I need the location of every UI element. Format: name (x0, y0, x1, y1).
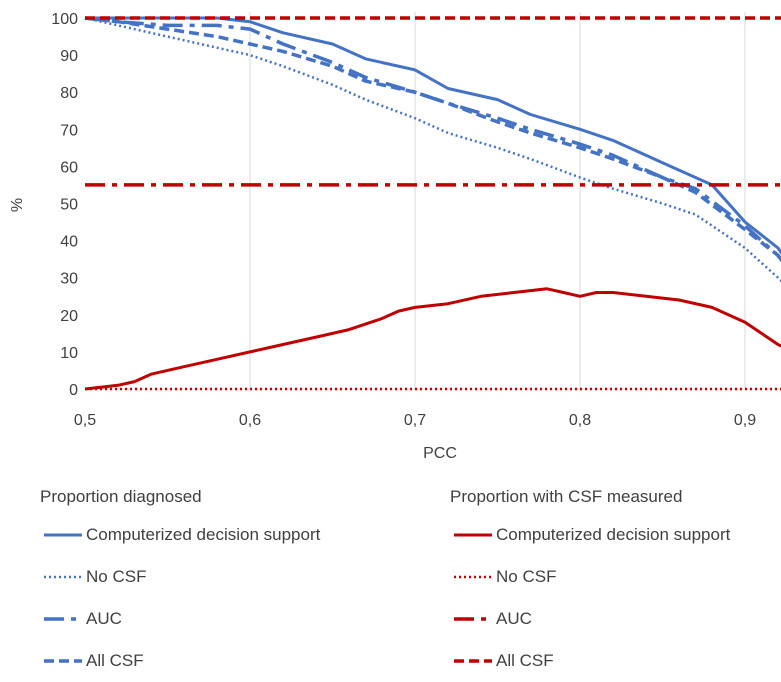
legend-label: AUC (496, 609, 532, 628)
legend-label: All CSF (496, 651, 554, 670)
y-tick-label: 80 (60, 85, 78, 102)
plot-lines (84, 16, 781, 391)
legend-swatch (454, 659, 492, 663)
diagnosed-series-no-csf (84, 16, 781, 283)
x-tick-label: 0,9 (734, 412, 756, 429)
tick-labels: 0,5 0,6 0,7 0,8 0,9 0 10 20 30 40 50 60 70 80 90 100 (51, 11, 756, 429)
legend-swatch (44, 617, 82, 621)
legend-item: No CSF (40, 556, 320, 598)
x-tick-label: 0,6 (239, 412, 261, 429)
legend-label: Computerized decision support (86, 525, 321, 544)
y-tick-label: 70 (60, 122, 78, 139)
diagnosed-series-computerized-decision-support (85, 16, 781, 255)
legend-label: Computerized decision support (496, 525, 731, 544)
y-tick-label: 10 (60, 345, 78, 362)
legend-proportion-diagnosed: Proportion diagnosed Computerized decisi… (40, 480, 320, 682)
legend-swatch (454, 617, 492, 621)
x-tick-label: 0,5 (74, 412, 96, 429)
legend-item: AUC (450, 598, 730, 640)
legend-label: AUC (86, 609, 122, 628)
y-axis-title: % (9, 198, 26, 212)
legend-swatch (454, 575, 492, 579)
legend-item: All CSF (450, 640, 730, 682)
y-tick-label: 60 (60, 159, 78, 176)
y-tick-label: 20 (60, 308, 78, 325)
legend-swatch (44, 533, 82, 537)
diagnosed-series-all-csf (84, 16, 781, 263)
diagnosed-series-auc (84, 16, 781, 263)
x-axis-title: PCC (423, 445, 457, 462)
legend-proportion-csf-measured: Proportion with CSF measured Computerize… (450, 480, 730, 682)
legend-swatch (454, 533, 492, 537)
legend-item: No CSF (450, 556, 730, 598)
legend-swatch (44, 575, 82, 579)
legend-title: Proportion with CSF measured (450, 487, 683, 506)
legend-swatch (44, 659, 82, 663)
legend-label: All CSF (86, 651, 144, 670)
y-tick-label: 30 (60, 271, 78, 288)
y-tick-label: 50 (60, 197, 78, 214)
legend-label: No CSF (86, 567, 147, 586)
gridlines (95, 12, 781, 390)
x-tick-label: 0,8 (569, 412, 591, 429)
y-tick-label: 0 (69, 382, 78, 399)
legend-item: AUC (40, 598, 320, 640)
csf-measured-series-computerized-decision-support (84, 287, 781, 391)
legend-item: All CSF (40, 640, 320, 682)
legend-label: No CSF (496, 567, 557, 586)
line-chart: 0,5 0,6 0,7 0,8 0,9 0 10 20 30 40 50 60 70 80 90 100 PC… (9, 11, 781, 462)
legend-item: Computerized decision support (40, 514, 320, 556)
legend-title: Proportion diagnosed (40, 487, 202, 506)
y-tick-label: 40 (60, 234, 78, 251)
legend-item: Computerized decision support (450, 514, 730, 556)
y-tick-label: 90 (60, 48, 78, 65)
y-tick-label: 100 (51, 11, 78, 28)
x-tick-label: 0,7 (404, 412, 426, 429)
